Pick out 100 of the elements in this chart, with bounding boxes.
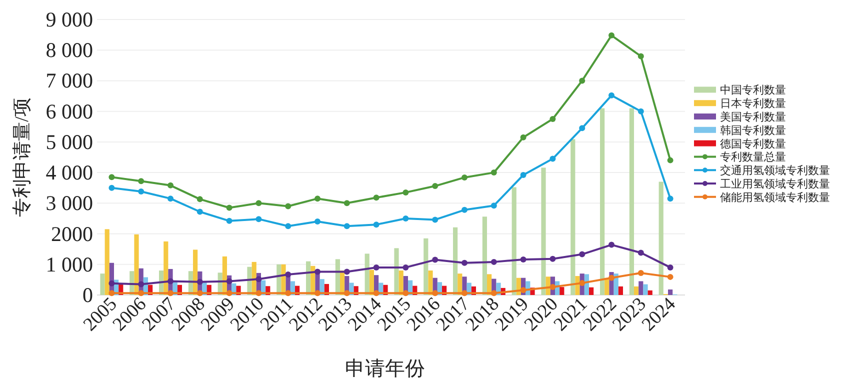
point <box>667 157 674 164</box>
point <box>490 290 497 296</box>
point <box>432 256 438 263</box>
point <box>285 271 292 278</box>
bar <box>541 168 546 295</box>
legend-label: 工业用氢领域专利数量 <box>720 178 830 190</box>
legend-label: 中国专利数量 <box>720 84 786 97</box>
legend-label: 储能用氢领域专利数量 <box>720 190 830 204</box>
point <box>402 215 409 222</box>
bar <box>512 187 516 295</box>
point <box>402 290 409 296</box>
point <box>168 182 174 188</box>
point <box>638 108 644 114</box>
y-tick-label: 6 000 <box>46 99 93 124</box>
y-tick-label: 5 000 <box>46 130 93 154</box>
point <box>138 290 144 296</box>
point <box>667 196 674 202</box>
bar <box>668 289 673 295</box>
point <box>285 203 292 210</box>
point <box>579 280 586 286</box>
bar <box>560 287 564 295</box>
point <box>579 251 586 258</box>
bar <box>394 248 399 295</box>
point <box>344 223 350 230</box>
bar <box>570 139 576 295</box>
point <box>168 196 174 202</box>
point <box>256 276 262 282</box>
point <box>108 290 115 296</box>
point <box>256 200 262 206</box>
point <box>520 172 526 178</box>
bar <box>104 229 110 295</box>
bar <box>428 270 433 295</box>
y-tick-label: 7 000 <box>46 68 93 93</box>
point <box>432 290 438 296</box>
point <box>608 242 614 248</box>
bar <box>164 241 168 295</box>
point <box>373 290 380 296</box>
y-axis-title: 专利申请量/项 <box>12 98 33 217</box>
point <box>608 274 614 281</box>
point <box>667 274 674 280</box>
point <box>314 196 320 202</box>
point <box>226 204 232 211</box>
bar <box>618 286 623 295</box>
legend-label: 交通用氢领域专利数量 <box>720 164 830 178</box>
legend-label: 专利数量总量 <box>720 150 786 164</box>
point <box>108 184 115 191</box>
bar <box>453 227 458 295</box>
bar <box>648 290 652 295</box>
point <box>638 270 644 276</box>
point <box>314 268 320 275</box>
point <box>550 256 556 262</box>
point <box>402 264 409 270</box>
point <box>373 194 380 201</box>
point <box>432 183 438 190</box>
point <box>520 134 526 140</box>
point <box>196 196 203 202</box>
bar <box>589 287 594 295</box>
point <box>226 290 232 296</box>
bar <box>634 286 639 295</box>
point <box>490 202 497 209</box>
point <box>344 290 350 296</box>
point <box>550 116 556 122</box>
point <box>608 32 614 38</box>
point <box>344 268 350 275</box>
point <box>402 189 409 196</box>
point <box>196 290 203 296</box>
point <box>256 290 262 296</box>
point <box>490 258 497 265</box>
bar <box>600 108 605 295</box>
point <box>256 216 262 222</box>
point <box>226 218 232 224</box>
point <box>462 260 468 266</box>
point <box>168 290 174 296</box>
point <box>226 278 232 284</box>
y-tick-label: 3 000 <box>46 191 93 216</box>
point <box>579 78 586 84</box>
point <box>579 125 586 132</box>
y-tick-label: 4 000 <box>46 160 93 185</box>
point <box>638 250 644 256</box>
y-tick-label: 1 000 <box>46 252 93 276</box>
point <box>285 290 292 296</box>
point <box>108 174 115 180</box>
point <box>168 278 174 284</box>
point <box>108 280 115 286</box>
point <box>196 208 203 215</box>
bar <box>643 284 648 295</box>
point <box>462 174 468 180</box>
legend-label: 美国专利数量 <box>720 110 786 124</box>
point <box>432 216 438 223</box>
bar <box>424 238 428 295</box>
legend-label: 韩国专利数量 <box>720 124 786 137</box>
point <box>520 256 526 262</box>
point <box>667 264 674 270</box>
bar <box>638 281 644 295</box>
point <box>373 264 380 270</box>
x-axis-title: 申请年份 <box>345 358 425 380</box>
point <box>462 290 468 296</box>
legend-label: 德国专利数量 <box>720 137 786 150</box>
bar <box>482 216 487 295</box>
bar <box>629 108 634 295</box>
